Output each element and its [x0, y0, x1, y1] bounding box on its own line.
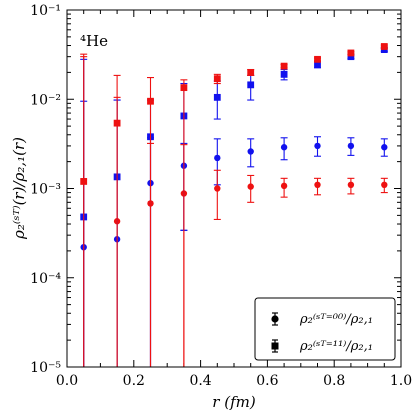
y-axis-label: ρ₂⁽ˢᵀ⁾(r)/ρ₂,₁(r): [10, 137, 28, 240]
data-point-square: [147, 77, 154, 367]
data-point-circle: [247, 174, 255, 203]
data-point-square: [380, 43, 388, 50]
marker-square: [347, 53, 355, 61]
axis-labels: 0.0 0.2 0.4 0.6 0.8 1.0 10⁻⁵ 10⁻⁴ 10⁻³ 10⁻² 10⁻¹: [30, 3, 412, 389]
data-point-circle: [314, 177, 321, 196]
marker-square: [280, 62, 288, 70]
data-point-square: [247, 68, 255, 76]
data-point-square: [347, 49, 355, 57]
data-point-square: [280, 69, 288, 81]
marker-square: [213, 93, 221, 101]
x-axis-label: r (fm): [212, 393, 256, 411]
data-point-square: [280, 62, 288, 70]
data-point-circle: [347, 177, 355, 195]
marker-square: [247, 68, 255, 76]
marker-square: [80, 178, 88, 185]
marker-square: [213, 75, 221, 83]
marker-square: [147, 97, 154, 105]
legend: ρ₂⁽ˢᵀ⁼⁰⁰⁾/ρ₂,₁ ρ₂⁽ˢᵀ⁼¹¹⁾/ρ₂,₁: [254, 297, 396, 361]
y-tick-label: 10⁻⁵: [30, 360, 61, 376]
y-tick-label: 10⁻⁴: [30, 271, 61, 287]
data-point-circle: [280, 137, 288, 161]
y-tick-label: 10⁻¹: [30, 3, 61, 19]
marker-square: [247, 81, 255, 89]
marker-square: [347, 49, 355, 57]
legend-label-st00: ρ₂⁽ˢᵀ⁼⁰⁰⁾/ρ₂,₁: [299, 312, 373, 327]
data-point-square: [213, 73, 221, 85]
marker-circle: [314, 181, 321, 189]
legend-marker-circle: [271, 312, 279, 326]
marker-circle: [347, 181, 355, 189]
data-point-circle: [347, 137, 355, 156]
data-point-circle: [314, 136, 321, 157]
data-point-circle: [280, 177, 288, 198]
y-tick-label: 10⁻³: [30, 182, 61, 198]
data-point-square: [180, 79, 188, 367]
legend-box: [254, 297, 396, 361]
x-tick-label: 0.2: [123, 373, 145, 389]
nucleus-annotation: ⁴He: [80, 32, 108, 50]
legend-label-st11: ρ₂⁽ˢᵀ⁼¹¹⁾/ρ₂,₁: [299, 339, 373, 354]
marker-circle: [381, 181, 388, 189]
data-point-circle: [380, 177, 388, 194]
data-point-square: [247, 74, 255, 101]
marker-circle: [347, 142, 355, 150]
y-tick-label: 10⁻²: [30, 92, 61, 108]
legend-marker-square: [271, 339, 279, 353]
marker-circle: [247, 183, 254, 190]
marker-circle: [381, 144, 388, 151]
marker-circle: [214, 154, 221, 162]
data-point-square: [213, 80, 221, 120]
data-point-circle: [247, 138, 255, 168]
data-point-square: [80, 53, 88, 367]
marker-square: [113, 119, 121, 127]
plot-frame: [66, 9, 402, 368]
marker-square: [314, 55, 321, 63]
x-tick-label: 0.8: [323, 373, 345, 389]
data-point-circle: [213, 169, 221, 221]
marker-square: [314, 61, 321, 68]
x-tick-label: 0.0: [56, 373, 78, 389]
marker-square: [280, 70, 288, 78]
data-points: [80, 43, 388, 367]
x-tick-label: 0.4: [189, 373, 211, 389]
data-point-circle: [380, 138, 388, 157]
marker-circle: [280, 144, 288, 151]
marker-circle: [280, 182, 288, 190]
marker-circle: [214, 185, 221, 192]
marker-circle: [314, 142, 321, 150]
marker-circle: [247, 148, 254, 155]
data-point-square: [113, 74, 121, 367]
marker-square: [380, 43, 388, 50]
marker-square: [180, 84, 188, 92]
x-tick-label: 1.0: [390, 373, 412, 389]
data-point-square: [314, 55, 321, 63]
x-tick-label: 0.6: [256, 373, 278, 389]
